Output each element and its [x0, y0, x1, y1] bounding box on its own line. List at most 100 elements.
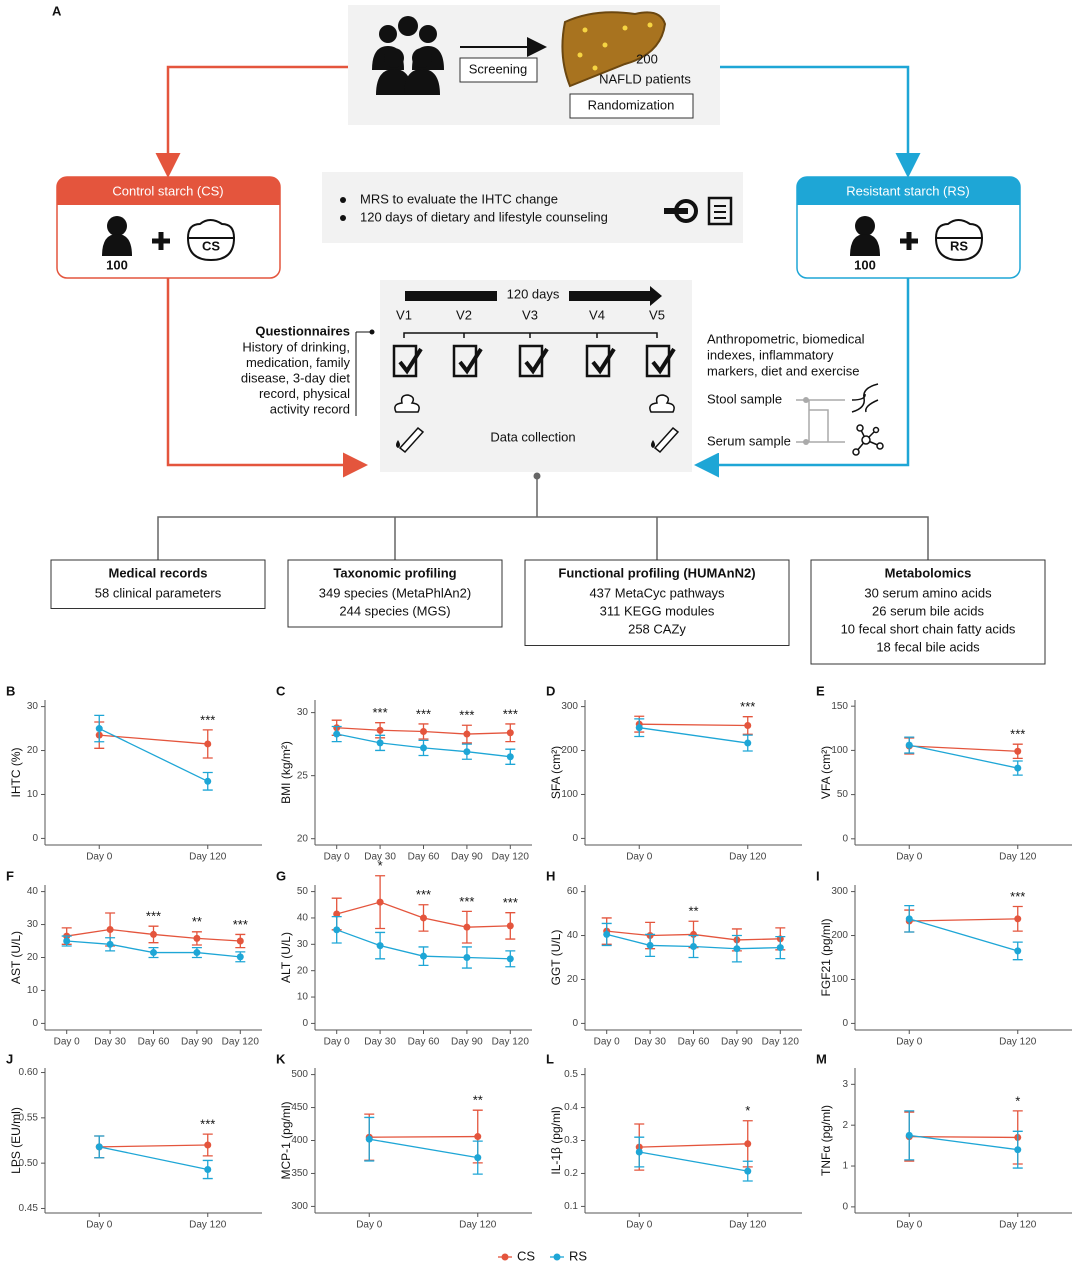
clipboard-check: [398, 347, 423, 375]
y-tick-label: 0: [32, 1018, 38, 1029]
point: [376, 726, 384, 734]
series-line: [639, 1151, 748, 1172]
clipboard-check: [524, 347, 549, 375]
y-axis-label: GGT (U/L): [549, 930, 563, 986]
significance: ***: [1010, 727, 1025, 742]
point: [1014, 947, 1022, 955]
legend-label: CS: [517, 1248, 535, 1263]
y-tick-label: 0.50: [19, 1158, 39, 1169]
x-tick-label: Day 30: [364, 1037, 396, 1048]
x-tick-label: Day 0: [896, 1037, 923, 1048]
output-line: 244 species (MGS): [339, 603, 450, 618]
y-axis-label: TNFα (pg/ml): [819, 1105, 833, 1176]
x-tick-label: Day 120: [729, 1220, 767, 1231]
y-tick-label: 40: [567, 930, 579, 941]
person-icon: [102, 216, 132, 256]
liver-icon: [561, 11, 667, 88]
y-tick-label: 3: [842, 1079, 848, 1090]
questionnaires-title: Questionnaires: [255, 323, 350, 338]
x-tick-label: Day 30: [634, 1037, 666, 1048]
series-line: [99, 734, 208, 745]
output-box: [810, 559, 1046, 665]
y-tick-label: 150: [831, 701, 848, 712]
significance: **: [688, 904, 698, 919]
y-axis-label: AST (U/L): [9, 931, 23, 984]
visit: V5: [649, 307, 665, 322]
series-line: [909, 918, 1018, 952]
y-tick-label: 30: [297, 707, 309, 718]
chart: M TNFα (pg/ml) 0 1 2 3 Day 0 Day 120 *: [816, 1051, 1072, 1231]
point: [333, 730, 341, 738]
panel-label: B: [6, 683, 15, 698]
y-tick-label: 350: [291, 1168, 308, 1179]
x-tick-label: Day 0: [324, 852, 351, 863]
panel-label: C: [276, 683, 286, 698]
point: [365, 1135, 373, 1143]
bullet: [340, 197, 346, 203]
x-tick-label: Day 0: [86, 1220, 113, 1231]
plus: [900, 232, 918, 250]
stool: Stool sample: [707, 391, 782, 406]
point: [635, 1148, 643, 1156]
panel-label: F: [6, 868, 14, 883]
screening: Screening: [469, 61, 528, 76]
output-line: 311 KEGG modules: [600, 603, 715, 618]
rs-count: 100: [854, 257, 876, 272]
connector: [796, 399, 845, 443]
point: [420, 952, 427, 960]
point: [376, 739, 384, 747]
y-tick-label: 1: [842, 1161, 848, 1172]
y-tick-label: 10: [27, 789, 39, 800]
screening-label-box: [459, 57, 538, 83]
output-title: Functional profiling (HUMAnN2): [558, 565, 755, 580]
point: [204, 740, 212, 748]
point: [474, 1133, 482, 1141]
y-tick-label: 30: [297, 939, 309, 950]
visit: V3: [522, 307, 538, 322]
chart: D SFA (cm²) 0 100 200 300 Day 0 Day 120 ***: [546, 683, 802, 863]
point: [646, 941, 654, 949]
questionnaire-line: activity record: [270, 401, 350, 416]
protocol-item: 120 days of dietary and lifestyle counse…: [360, 209, 608, 224]
clipboard-icon: [707, 196, 733, 226]
point: [463, 748, 471, 756]
y-tick-label: 0: [572, 1018, 578, 1029]
output-title: Metabolomics: [885, 565, 972, 580]
series-line: [909, 1134, 1018, 1151]
chart: E VFA (cm²) 0 50 100 150 Day 0 Day 120 ***: [816, 683, 1072, 863]
y-tick-label: 200: [831, 930, 848, 941]
series-line: [909, 918, 1018, 922]
measure-line: Anthropometric, biomedical: [707, 331, 865, 346]
chart: H GGT (U/L) 0 20 40 60 Day 0 Day 30 Day 60 Day 90…: [546, 868, 802, 1048]
significance: ***: [503, 895, 518, 910]
duration: 120 days: [507, 286, 560, 301]
clipboard-icon: [392, 344, 418, 378]
y-axis-label: VFA (cm²): [819, 746, 833, 799]
rs-arrow: [694, 278, 910, 478]
cs-count: 100: [106, 257, 128, 272]
y-tick-label: 0.2: [564, 1168, 578, 1179]
y-tick-label: 0: [842, 1202, 848, 1213]
clipboard-check: [458, 347, 483, 375]
panel-label: D: [546, 683, 555, 698]
point: [1014, 1146, 1022, 1154]
significance: ***: [459, 708, 474, 723]
visit: V1: [396, 307, 412, 322]
point: [193, 934, 201, 942]
rs-bowl: RS: [950, 238, 968, 253]
point: [204, 1166, 212, 1173]
y-tick-label: 100: [831, 745, 848, 756]
y-tick-label: 500: [291, 1069, 308, 1080]
x-tick-label: Day 0: [324, 1037, 351, 1048]
series-line: [909, 744, 1018, 769]
x-tick-label: Day 30: [94, 1037, 126, 1048]
clipboard-check: [651, 347, 676, 375]
connector-dot: [803, 439, 809, 445]
point: [744, 721, 752, 729]
y-axis-label: IHTC (%): [9, 748, 23, 798]
x-tick-label: Day 0: [896, 1220, 923, 1231]
series-line: [99, 1144, 208, 1148]
significance: **: [473, 1093, 483, 1108]
output-line: 10 fecal short chain fatty acids: [841, 621, 1016, 636]
